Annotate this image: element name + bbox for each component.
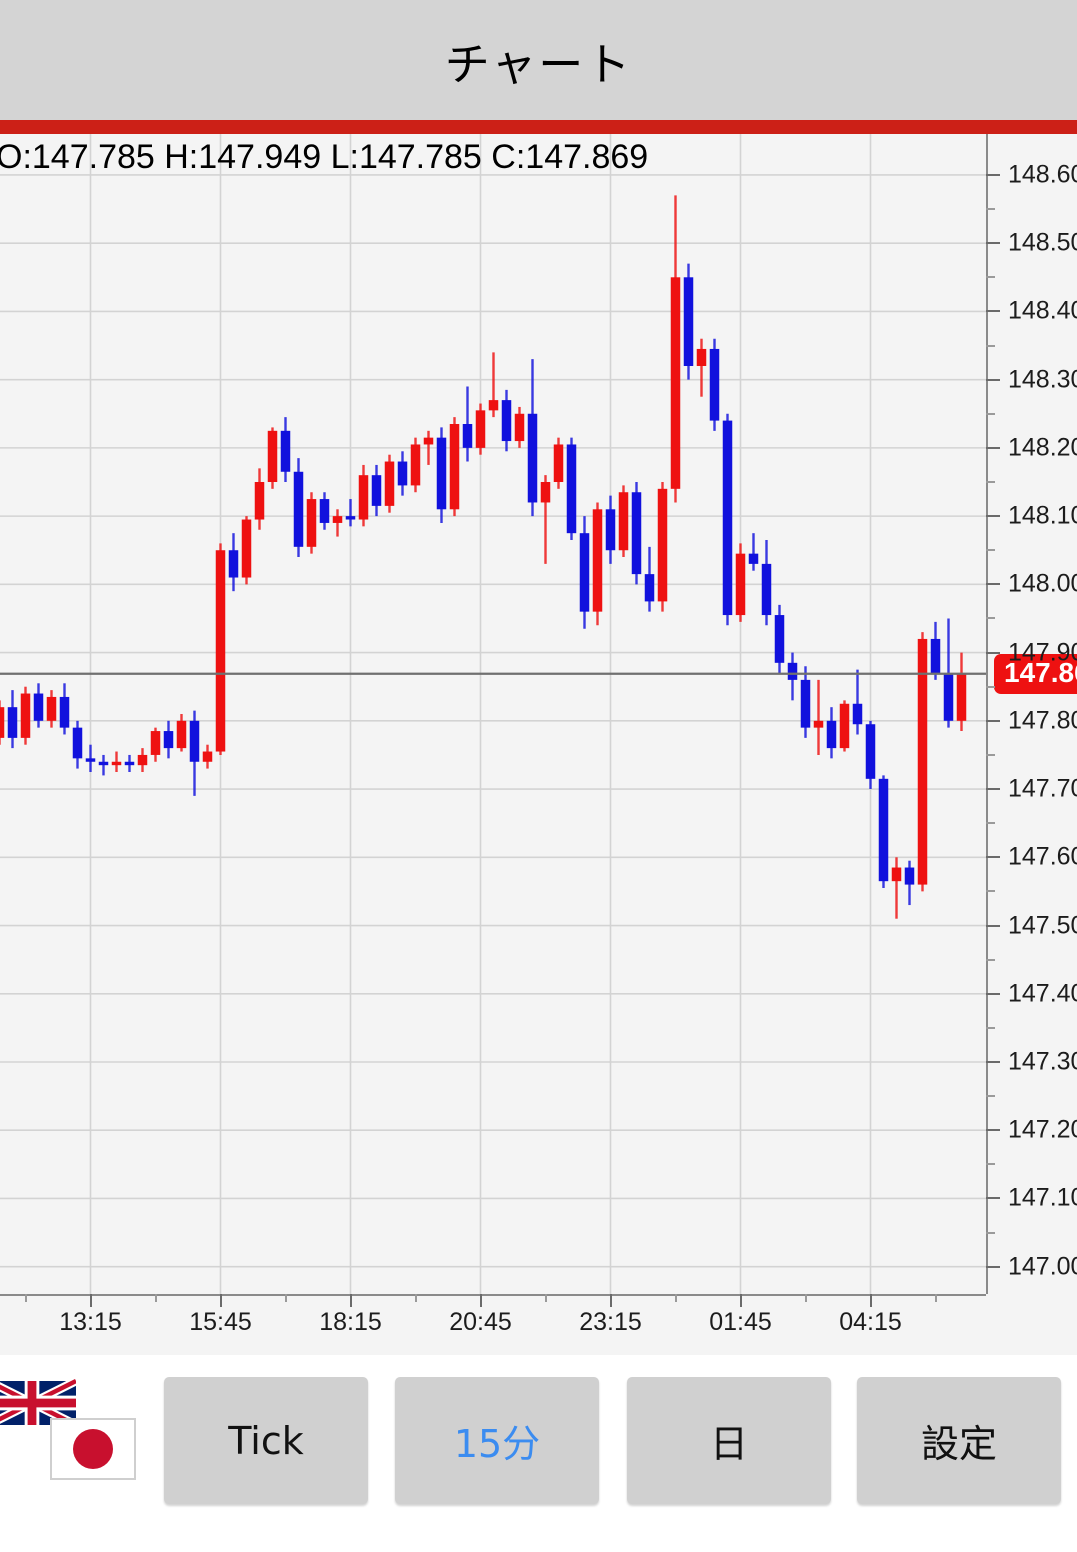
price-tick-major <box>986 1061 1000 1063</box>
time-tick-major <box>739 1294 742 1307</box>
time-tick-label: 20:45 <box>449 1308 512 1336</box>
accent-divider <box>0 120 1077 134</box>
time-tick-label: 13:15 <box>59 1308 122 1336</box>
time-tick-major <box>89 1294 92 1307</box>
price-tick-minor <box>986 890 995 893</box>
time-tick-minor <box>24 1294 27 1302</box>
price-tick-minor <box>986 617 995 620</box>
price-tick-major <box>986 583 1000 586</box>
price-tick-major <box>986 515 1000 518</box>
time-tick-major <box>609 1294 612 1307</box>
price-tick-label: 147.600 <box>1008 842 1077 871</box>
uk-flag-icon <box>0 1373 76 1433</box>
price-tick-label: 148.100 <box>1008 501 1077 530</box>
price-tick-label: 147.100 <box>1008 1183 1077 1212</box>
price-tick-minor <box>986 276 995 279</box>
price-tick-major <box>986 856 1000 859</box>
price-tick-major <box>986 242 1000 245</box>
time-tick-label: 04:15 <box>839 1308 902 1336</box>
price-tick-major <box>986 1197 1000 1200</box>
app-header: チャート <box>0 0 1077 120</box>
time-tick-minor <box>544 1294 547 1302</box>
chart-plot-area[interactable] <box>0 134 986 1294</box>
price-tick-major <box>986 446 1000 449</box>
price-tick-minor <box>986 753 995 756</box>
price-tick-minor <box>986 685 995 688</box>
price-tick-minor <box>986 549 995 552</box>
time-tick-label: 23:15 <box>579 1308 642 1336</box>
price-tick-label: 148.000 <box>1008 569 1077 598</box>
time-tick-major <box>869 1294 872 1307</box>
price-tick-label: 148.300 <box>1008 365 1077 394</box>
price-tick-major <box>986 924 1000 927</box>
daily-timeframe-button[interactable]: 日 <box>627 1377 831 1504</box>
time-axis-line <box>0 1294 986 1296</box>
price-tick-label: 148.400 <box>1008 296 1077 325</box>
time-tick-label: 01:45 <box>709 1308 772 1336</box>
time-tick-label: 18:15 <box>319 1308 382 1336</box>
price-tick-minor <box>986 958 995 961</box>
chart-gridlines <box>0 134 986 1294</box>
price-tick-label: 147.900 <box>1008 638 1077 667</box>
price-tick-major <box>986 1129 1000 1132</box>
price-axis-line <box>986 134 988 1294</box>
candlestick-series <box>0 195 986 919</box>
price-axis: 147.869 148.600 148.500 148.400 148.300 148.… <box>986 134 1077 1294</box>
tick-timeframe-button[interactable]: Tick <box>164 1377 368 1504</box>
price-tick-label: 147.500 <box>1008 911 1077 940</box>
price-tick-minor <box>986 1095 995 1098</box>
price-tick-label: 147.700 <box>1008 774 1077 803</box>
price-tick-minor <box>986 208 995 211</box>
price-tick-label: 147.400 <box>1008 979 1077 1008</box>
time-tick-minor <box>674 1294 677 1302</box>
price-tick-label: 148.200 <box>1008 433 1077 462</box>
price-tick-label: 148.500 <box>1008 228 1077 257</box>
price-tick-major <box>986 788 1000 791</box>
time-tick-minor <box>804 1294 807 1302</box>
price-tick-minor <box>986 344 995 347</box>
price-tick-minor <box>986 1163 995 1166</box>
price-tick-label: 147.000 <box>1008 1252 1077 1281</box>
price-tick-label: 148.600 <box>1008 160 1077 189</box>
ohlc-readout: O:147.785 H:147.949 L:147.785 C:147.869 <box>0 138 649 176</box>
current-price-badge: 147.869 <box>994 653 1077 694</box>
chart-container[interactable]: O:147.785 H:147.949 L:147.785 C:147.869 <box>0 134 1077 1355</box>
time-tick-minor <box>154 1294 157 1302</box>
currency-pair-flags[interactable] <box>0 1373 148 1488</box>
time-tick-minor <box>284 1294 287 1302</box>
time-tick-minor <box>414 1294 417 1302</box>
price-tick-major <box>986 992 1000 995</box>
time-tick-label: 15:45 <box>189 1308 252 1336</box>
price-tick-major <box>986 378 1000 381</box>
price-tick-label: 147.300 <box>1008 1047 1077 1076</box>
time-tick-major <box>219 1294 222 1307</box>
settings-button[interactable]: 設定 <box>857 1377 1061 1504</box>
page-title: チャート <box>444 37 633 91</box>
price-tick-major <box>986 719 1000 722</box>
japan-flag-disc <box>73 1429 113 1469</box>
price-tick-label: 147.800 <box>1008 706 1077 735</box>
time-tick-major <box>349 1294 352 1307</box>
price-tick-minor <box>986 412 995 415</box>
time-tick-major <box>479 1294 482 1307</box>
japan-flag-icon <box>50 1418 136 1480</box>
bottom-toolbar: Tick 15分 日 設定 更新日時 2019/03/02 06:40:25 <box>0 1355 1077 1552</box>
price-tick-major <box>986 173 1000 176</box>
price-tick-minor <box>986 1231 995 1234</box>
time-tick-minor <box>934 1294 937 1302</box>
price-tick-minor <box>986 1026 995 1029</box>
15min-timeframe-button[interactable]: 15分 <box>395 1377 599 1504</box>
price-tick-label: 147.200 <box>1008 1115 1077 1144</box>
price-tick-minor <box>986 481 995 483</box>
price-tick-major <box>986 651 1000 654</box>
price-tick-minor <box>986 822 995 825</box>
price-tick-major <box>986 1265 1000 1268</box>
price-tick-major <box>986 310 1000 313</box>
